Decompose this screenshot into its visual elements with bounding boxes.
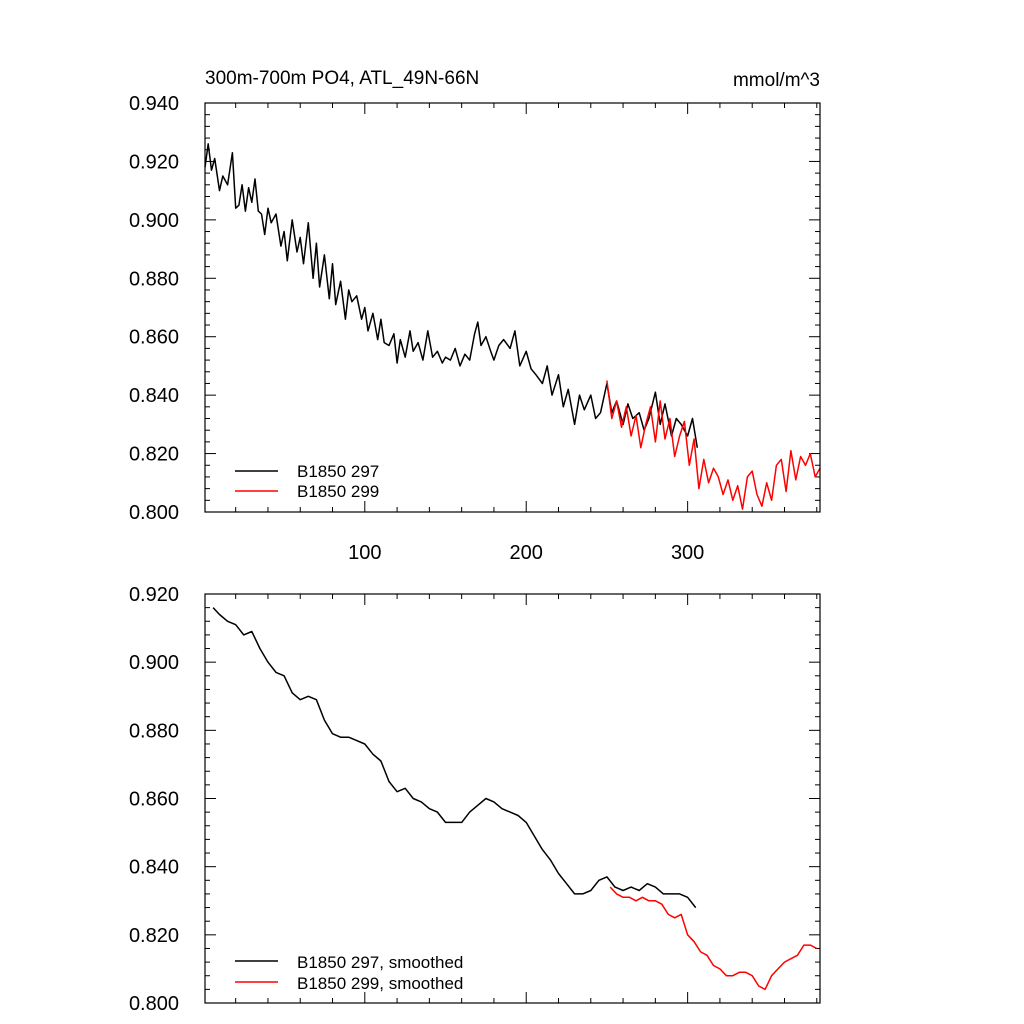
bot-ytick-label: 0.880 [129, 720, 179, 742]
top-series-line-1 [606, 380, 821, 510]
bot-ytick-label: 0.860 [129, 789, 179, 811]
top-panel: 300m-700m PO4, ATL_49N-66N mmol/m^3 0.80… [129, 68, 821, 564]
bottom-plot-frame [204, 593, 821, 1004]
top-series-line-0 [204, 143, 699, 448]
bottom-legend: B1850 297, smoothed B1850 299, smoothed [235, 953, 463, 993]
bot-series-line-1 [609, 886, 818, 991]
top-ytick-label: 0.940 [129, 93, 179, 115]
top-xtick-label: 300 [671, 542, 704, 564]
top-panel-title: 300m-700m PO4, ATL_49N-66N [205, 68, 479, 89]
top-ytick-label: 0.920 [129, 151, 179, 173]
bot-ytick-label: 0.840 [129, 857, 179, 879]
bot-ytick-label: 0.900 [129, 652, 179, 674]
top-legend-label-1: B1850 299 [297, 482, 379, 501]
top-legend-label-0: B1850 297 [297, 462, 379, 481]
bottom-legend-label-0: B1850 297, smoothed [297, 953, 463, 972]
bot-ytick-label: 0.820 [129, 925, 179, 947]
top-plot-frame [204, 102, 821, 513]
top-ytick-label: 0.880 [129, 268, 179, 290]
top-ytick-label: 0.860 [129, 327, 179, 349]
top-legend: B1850 297 B1850 299 [235, 462, 379, 501]
bottom-panel: 0.800 0.820 0.840 0.860 0.880 0.900 0.920 B185… [129, 584, 821, 1015]
top-ytick-label: 0.900 [129, 210, 179, 232]
bot-ytick-label: 0.920 [129, 584, 179, 606]
bottom-legend-label-1: B1850 299, smoothed [297, 974, 463, 993]
top-xtick-label: 200 [510, 542, 543, 564]
top-panel-units: mmol/m^3 [733, 70, 820, 91]
bot-series-line-0 [212, 607, 697, 909]
top-ytick-label: 0.800 [129, 502, 179, 524]
top-ytick-label: 0.840 [129, 385, 179, 407]
top-xtick-label: 100 [348, 542, 381, 564]
top-ytick-label: 0.820 [129, 444, 179, 466]
bot-ytick-label: 0.800 [129, 993, 179, 1015]
